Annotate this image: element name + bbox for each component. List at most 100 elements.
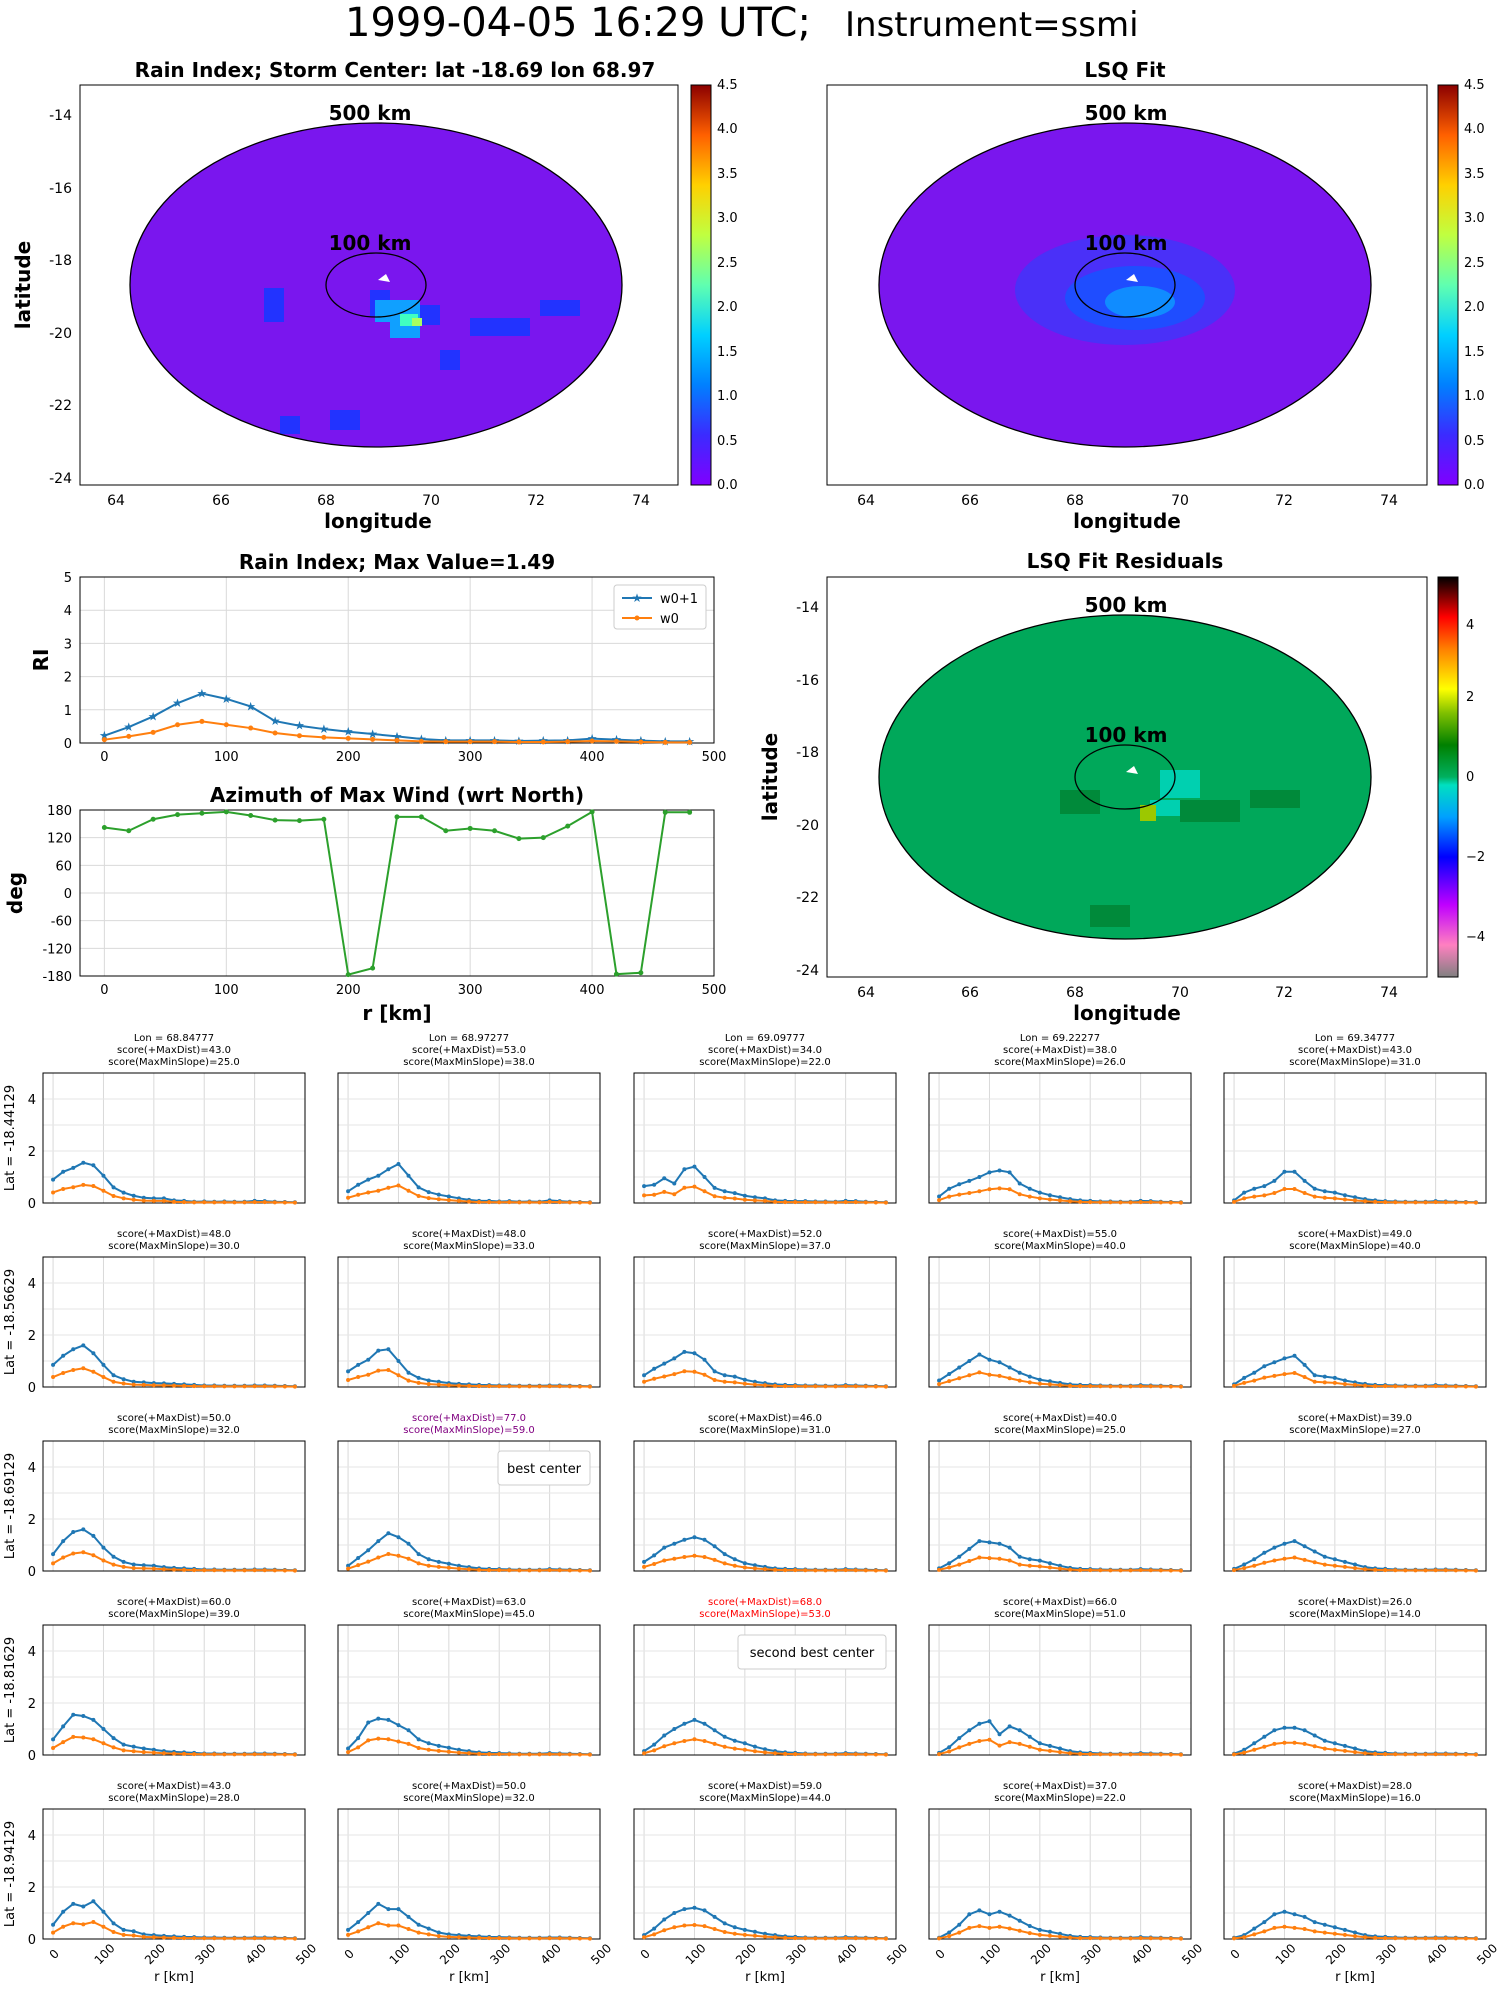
- data-point: [232, 1200, 237, 1205]
- data-point: [172, 1751, 176, 1756]
- score-maxdist-label: score(+MaxDist)=55.0: [1003, 1229, 1117, 1240]
- data-point: [1332, 1557, 1337, 1562]
- data-point: ★: [318, 722, 329, 736]
- data-point: [111, 1921, 116, 1926]
- data-point: [487, 1936, 492, 1941]
- data-point: [823, 1752, 828, 1757]
- data-point: [232, 1568, 237, 1573]
- data-point: [540, 835, 546, 841]
- x-axis-label: r [km]: [449, 1970, 489, 1985]
- x-tick-label: 500: [702, 750, 727, 765]
- data-point: [763, 1747, 767, 1752]
- data-point: [151, 1383, 156, 1388]
- data-point: [537, 1752, 542, 1757]
- x-tick-label: 200: [336, 983, 361, 998]
- residuals-map: LSQ Fit Residuals 500 km 100 km 64 66 68…: [758, 549, 1485, 1025]
- data-point: [416, 1561, 421, 1566]
- data-point: [873, 1752, 878, 1757]
- data-point: [426, 1741, 431, 1746]
- axes-frame: [928, 1072, 1192, 1204]
- data-point: [1047, 1197, 1052, 1202]
- score-maxdist-label: score(+MaxDist)=50.0: [117, 1413, 231, 1424]
- data-point: [1158, 1200, 1163, 1205]
- data-point: [151, 1750, 156, 1755]
- data-point: [1252, 1747, 1257, 1752]
- data-point: [642, 1184, 647, 1189]
- data-point: [1158, 1384, 1163, 1389]
- data-point: [557, 1568, 562, 1573]
- data-point: [1373, 1384, 1378, 1389]
- data-point: [527, 1936, 532, 1941]
- data-point: [692, 1369, 697, 1374]
- residuals-map-title: LSQ Fit Residuals: [1027, 549, 1224, 573]
- data-point: [1332, 1741, 1337, 1746]
- x-tick-label: 0: [47, 1947, 62, 1962]
- score-maxminslope-label: score(MaxMinSlope)=39.0: [108, 1609, 239, 1620]
- x-tick-label: 100: [683, 1941, 709, 1967]
- data-point: [682, 1721, 687, 1726]
- data-point: [396, 1723, 401, 1728]
- data-point: [366, 1738, 371, 1743]
- data-point: [1413, 1200, 1418, 1205]
- data-point: [1353, 1930, 1357, 1935]
- axes-frame: [1223, 1072, 1487, 1204]
- x-tick-label: 64: [107, 493, 125, 509]
- colorbar-tick: 4.0: [717, 122, 738, 137]
- data-point: [1373, 1199, 1378, 1204]
- data-point: [282, 1752, 287, 1757]
- data-point: [282, 1568, 287, 1573]
- data-point: [1272, 1191, 1277, 1196]
- data-point: [1353, 1750, 1357, 1755]
- x-tick-label: 300: [192, 1941, 218, 1967]
- data-point: [957, 1922, 962, 1927]
- data-point: [356, 1556, 361, 1560]
- data-point: [366, 1720, 371, 1725]
- data-point: [477, 1200, 482, 1205]
- data-point: [1282, 1725, 1287, 1730]
- data-point: [1413, 1752, 1418, 1757]
- data-point: [652, 1748, 657, 1753]
- plot-area: [929, 1257, 1191, 1387]
- data-point: [1017, 1562, 1022, 1567]
- data-point: [1262, 1364, 1267, 1369]
- data-point: [873, 1384, 878, 1389]
- data-point: [436, 1192, 441, 1197]
- data-point: [192, 1752, 197, 1757]
- plot-area: [43, 1809, 305, 1939]
- data-point: [1108, 1752, 1113, 1757]
- candidate-subplot: Lon = 69.22277score(+MaxDist)=38.0score(…: [928, 1033, 1192, 1205]
- data-point: [487, 1200, 492, 1205]
- row-latitude-label: Lat = -18.81629: [3, 1637, 18, 1743]
- data-point: [987, 1372, 992, 1377]
- data-point: [81, 1182, 86, 1187]
- data-point: [1242, 1935, 1247, 1940]
- data-point: [987, 1187, 992, 1192]
- candidate-subplot: 0 2 4 Lat = -18.69129 score(+MaxDist)=50.0sc…: [3, 1413, 306, 1580]
- data-point: [71, 1921, 76, 1926]
- data-point: [587, 1936, 592, 1941]
- data-point: [436, 1197, 441, 1202]
- data-point: [682, 1369, 687, 1374]
- data-point: [577, 1752, 582, 1757]
- colorbar-tick: 1.0: [1464, 389, 1485, 404]
- data-point: [61, 1924, 66, 1929]
- candidate-subplot: Lon = 68.97277score(+MaxDist)=53.0score(…: [337, 1033, 601, 1205]
- data-point: [296, 818, 302, 824]
- data-point: [742, 1565, 747, 1570]
- colorbar-tick: 0.5: [1464, 434, 1485, 449]
- data-point: [111, 1929, 116, 1934]
- data-point: [672, 1541, 677, 1546]
- score-maxdist-label: score(+MaxDist)=53.0: [412, 1045, 526, 1056]
- data-point: [672, 1727, 677, 1731]
- x-tick-label: 66: [961, 493, 979, 509]
- data-point: [742, 1561, 747, 1566]
- residuals-ylabel: latitude: [758, 733, 782, 821]
- rain-index-yticks: -14 -16 -18 -20 -22 -24: [49, 108, 72, 487]
- data-point: [1262, 1734, 1267, 1739]
- plot-area: [929, 1073, 1191, 1203]
- data-point: [873, 1936, 878, 1941]
- data-point: [987, 1737, 992, 1742]
- score-maxminslope-label: score(MaxMinSlope)=28.0: [108, 1793, 239, 1804]
- data-point: [937, 1752, 942, 1757]
- data-point: [121, 1377, 126, 1382]
